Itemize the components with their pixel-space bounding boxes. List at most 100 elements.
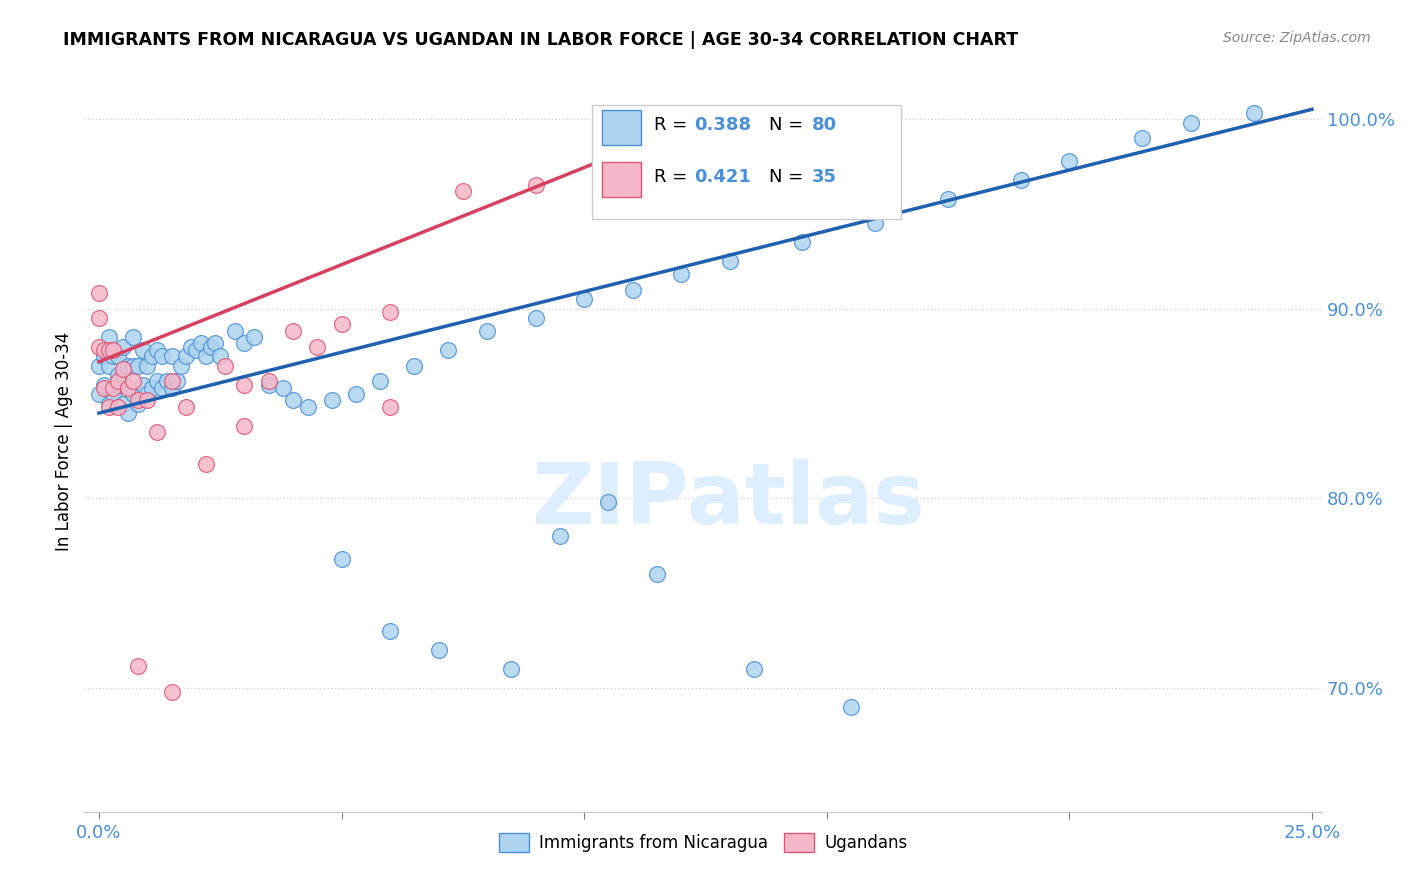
Point bbox=[572, 292, 595, 306]
Point bbox=[160, 374, 183, 388]
Point bbox=[160, 381, 183, 395]
Point bbox=[524, 311, 547, 326]
Point bbox=[97, 401, 120, 415]
Text: ZIPatlas: ZIPatlas bbox=[531, 459, 925, 542]
Point bbox=[1243, 106, 1265, 120]
Point bbox=[621, 283, 644, 297]
Point bbox=[136, 387, 159, 401]
Point bbox=[103, 349, 125, 363]
Point bbox=[93, 377, 115, 392]
Point bbox=[281, 325, 304, 339]
Point bbox=[127, 396, 149, 410]
Point bbox=[180, 340, 202, 354]
Point bbox=[451, 184, 474, 198]
Point bbox=[97, 330, 120, 344]
Point bbox=[1130, 130, 1153, 145]
Point bbox=[548, 529, 571, 543]
Point bbox=[330, 552, 353, 566]
Point bbox=[87, 387, 110, 401]
Point bbox=[233, 335, 256, 350]
Point bbox=[475, 325, 498, 339]
Point bbox=[243, 330, 266, 344]
Text: R =: R = bbox=[654, 117, 693, 135]
Point bbox=[127, 658, 149, 673]
Point bbox=[150, 381, 173, 395]
Point bbox=[97, 396, 120, 410]
Point bbox=[839, 700, 862, 714]
Point bbox=[378, 624, 401, 639]
Point bbox=[160, 685, 183, 699]
Point bbox=[136, 359, 159, 373]
Text: 35: 35 bbox=[811, 169, 837, 186]
Point bbox=[645, 567, 668, 582]
Point bbox=[598, 172, 620, 186]
Point bbox=[378, 401, 401, 415]
Point bbox=[127, 392, 149, 407]
Point bbox=[307, 340, 329, 354]
Point bbox=[669, 268, 692, 282]
Point bbox=[107, 349, 129, 363]
FancyBboxPatch shape bbox=[602, 110, 641, 145]
Text: 0.388: 0.388 bbox=[695, 117, 751, 135]
Point bbox=[117, 359, 139, 373]
Point bbox=[598, 495, 620, 509]
Point bbox=[297, 401, 319, 415]
Point bbox=[112, 340, 135, 354]
Point bbox=[214, 359, 236, 373]
Text: 0.421: 0.421 bbox=[695, 169, 751, 186]
Point bbox=[103, 387, 125, 401]
Point bbox=[107, 368, 129, 383]
Point bbox=[1059, 153, 1081, 168]
Point bbox=[370, 374, 392, 388]
Y-axis label: In Labor Force | Age 30-34: In Labor Force | Age 30-34 bbox=[55, 332, 73, 551]
Point bbox=[936, 192, 959, 206]
Point bbox=[93, 343, 115, 358]
Point bbox=[93, 349, 115, 363]
Point bbox=[190, 335, 212, 350]
Point bbox=[97, 343, 120, 358]
Point bbox=[117, 381, 139, 395]
Point bbox=[437, 343, 460, 358]
Text: N =: N = bbox=[769, 169, 808, 186]
Point bbox=[204, 335, 226, 350]
Point bbox=[427, 643, 450, 657]
FancyBboxPatch shape bbox=[602, 161, 641, 197]
Point bbox=[87, 286, 110, 301]
Point bbox=[378, 305, 401, 319]
Text: Source: ZipAtlas.com: Source: ZipAtlas.com bbox=[1223, 31, 1371, 45]
Point bbox=[224, 325, 246, 339]
Point bbox=[257, 374, 280, 388]
Point bbox=[141, 349, 163, 363]
Point bbox=[1010, 172, 1032, 186]
Point bbox=[97, 359, 120, 373]
Point bbox=[718, 254, 741, 268]
Point bbox=[281, 392, 304, 407]
Point bbox=[233, 377, 256, 392]
Point bbox=[524, 178, 547, 193]
Point bbox=[321, 392, 343, 407]
Text: R =: R = bbox=[654, 169, 693, 186]
Point bbox=[117, 406, 139, 420]
Text: IMMIGRANTS FROM NICARAGUA VS UGANDAN IN LABOR FORCE | AGE 30-34 CORRELATION CHAR: IMMIGRANTS FROM NICARAGUA VS UGANDAN IN … bbox=[63, 31, 1018, 49]
Point bbox=[792, 235, 814, 250]
Point bbox=[209, 349, 232, 363]
Point bbox=[112, 368, 135, 383]
Text: N =: N = bbox=[769, 117, 808, 135]
Point bbox=[194, 458, 217, 472]
Point bbox=[103, 381, 125, 395]
Text: 80: 80 bbox=[811, 117, 837, 135]
Point bbox=[107, 377, 129, 392]
Point bbox=[136, 392, 159, 407]
Point bbox=[404, 359, 426, 373]
Point bbox=[146, 374, 169, 388]
Point bbox=[103, 343, 125, 358]
Point bbox=[131, 343, 153, 358]
Point bbox=[1180, 115, 1202, 129]
FancyBboxPatch shape bbox=[592, 104, 901, 219]
Point bbox=[166, 374, 188, 388]
Point bbox=[146, 343, 169, 358]
Point bbox=[156, 374, 179, 388]
Point bbox=[271, 381, 294, 395]
Point bbox=[146, 425, 169, 439]
Point bbox=[200, 340, 222, 354]
